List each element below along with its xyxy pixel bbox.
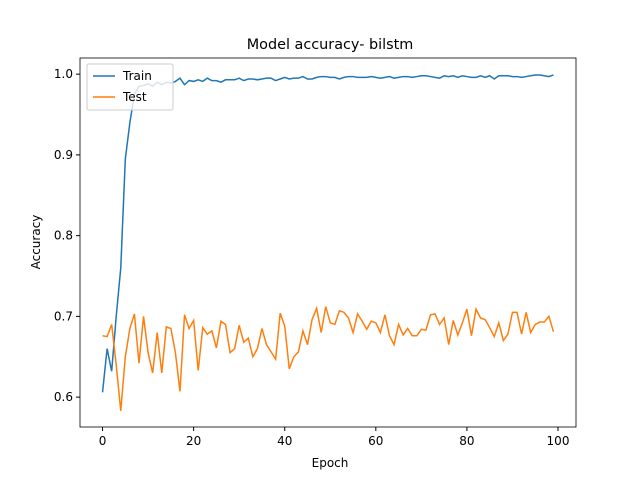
legend-label: Train [122, 69, 152, 83]
x-tick-label: 0 [99, 434, 107, 448]
x-axis-label: Epoch [312, 456, 349, 470]
y-tick-label: 0.9 [54, 148, 73, 162]
line-series [101, 74, 554, 393]
y-tick-label: 0.8 [54, 229, 73, 243]
x-tick-label: 40 [277, 434, 292, 448]
y-tick-label: 1.0 [54, 67, 73, 81]
y-axis-label: Accuracy [29, 215, 43, 270]
x-tick-label: 80 [459, 434, 474, 448]
legend-label: Test [122, 90, 147, 104]
x-tick-label: 100 [547, 434, 570, 448]
y-tick-label: 0.6 [54, 390, 73, 404]
chart-title: Model accuracy- bilstm [247, 37, 414, 53]
x-tick-label: 60 [368, 434, 383, 448]
line-series [102, 305, 555, 411]
y-tick-label: 0.7 [54, 309, 73, 323]
plot-frame [79, 57, 577, 428]
x-tick-label: 20 [186, 434, 201, 448]
